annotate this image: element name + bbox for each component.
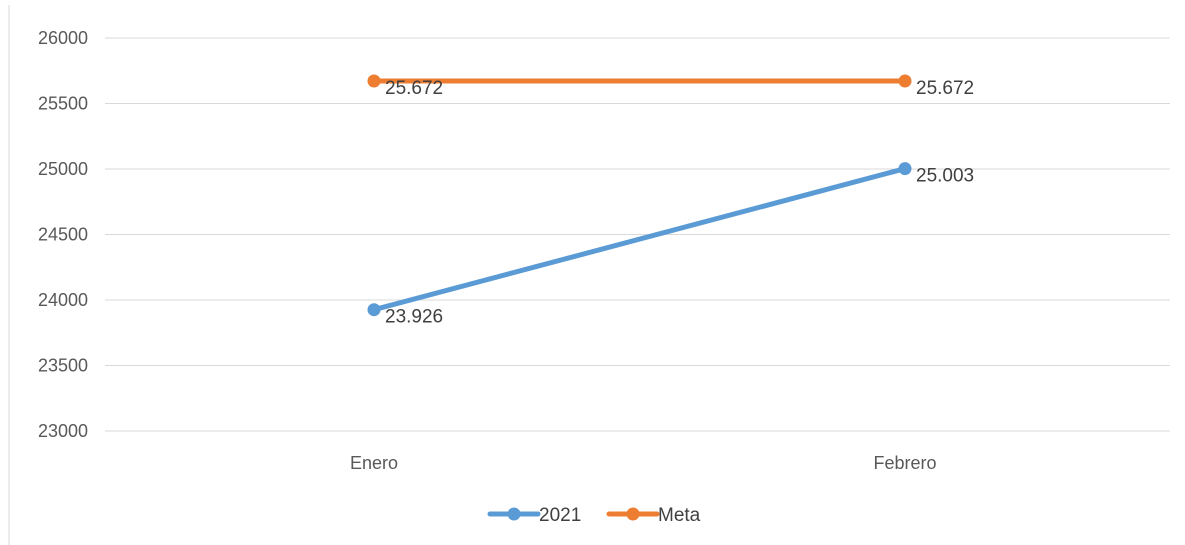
series-line-2021	[371, 166, 908, 313]
legend-marker-meta	[626, 507, 640, 521]
x-tick-label: Enero	[350, 453, 398, 473]
y-tick-label: 24500	[38, 225, 88, 245]
data-label-meta: 25.672	[385, 78, 443, 99]
legend: 2021 Meta	[487, 505, 701, 526]
data-label-meta: 25.672	[916, 78, 974, 99]
y-tick-label: 23000	[38, 421, 88, 441]
data-label-2021: 25.003	[916, 166, 974, 187]
y-tick-label: 23500	[38, 356, 88, 376]
y-tick-label: 25000	[38, 159, 88, 179]
y-axis-tick-labels: 23000 23500 24000 24500 25000 25500 26000	[38, 28, 88, 441]
x-tick-label: Febrero	[873, 453, 936, 473]
series-lines	[367, 74, 912, 317]
gridlines	[105, 37, 1170, 432]
data-point-meta	[898, 74, 912, 88]
y-tick-label: 26000	[38, 28, 88, 48]
data-point-meta	[367, 74, 381, 88]
legend-label-meta: Meta	[658, 505, 701, 526]
y-tick-label: 24000	[38, 290, 88, 310]
data-point-2021	[898, 162, 912, 176]
legend-label-2021: 2021	[539, 505, 581, 526]
legend-marker-2021	[507, 507, 521, 521]
data-label-2021: 23.926	[385, 307, 443, 328]
y-tick-label: 25500	[38, 94, 88, 114]
data-point-2021	[367, 303, 381, 317]
x-axis-tick-labels: Enero Febrero	[350, 453, 937, 473]
data-labels: 23.926 25.003 25.672 25.672	[385, 78, 974, 328]
